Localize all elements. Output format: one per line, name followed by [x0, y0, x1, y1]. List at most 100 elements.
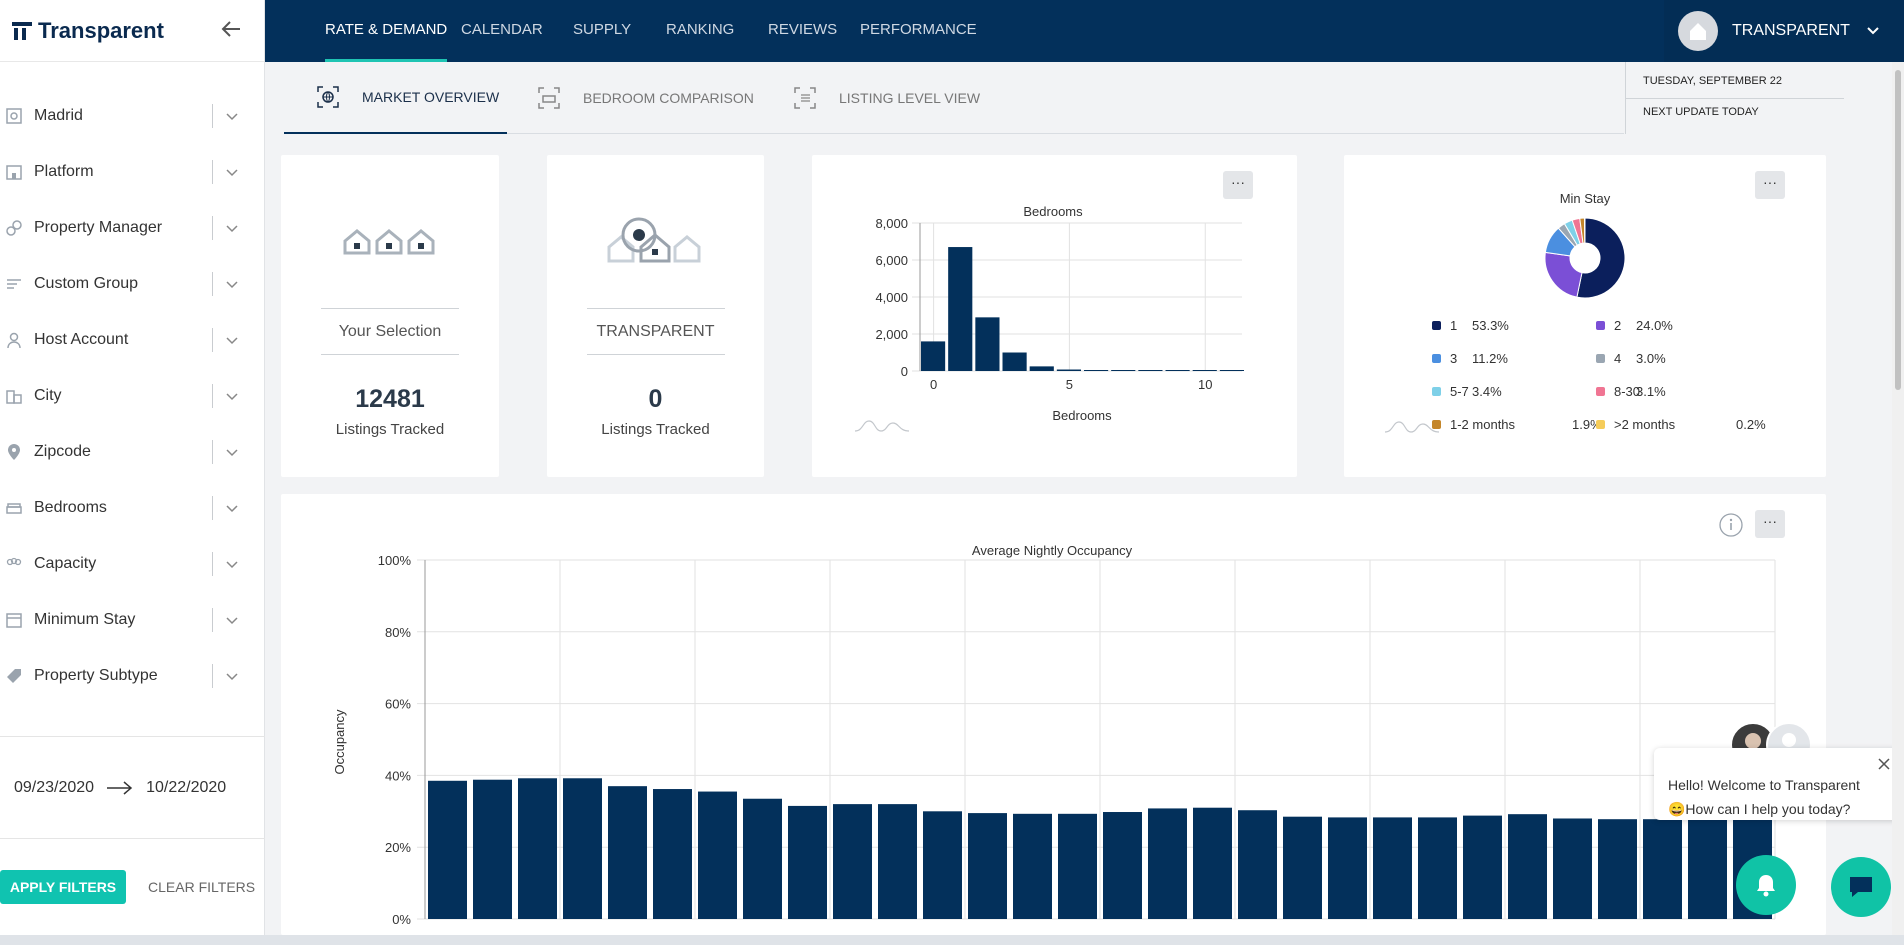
- bar: [1373, 817, 1412, 919]
- tag-icon: [4, 666, 24, 686]
- pie-slice: [1544, 251, 1583, 298]
- filter-label: Madrid: [34, 107, 83, 124]
- bar: [1192, 370, 1217, 371]
- filter-zipcode[interactable]: Zipcode: [0, 424, 265, 480]
- apply-filters-button[interactable]: APPLY FILTERS: [0, 870, 126, 904]
- filter-label: Bedrooms: [34, 499, 107, 516]
- bar: [1463, 815, 1502, 919]
- logo[interactable]: Transparent: [0, 0, 264, 62]
- nav-ranking[interactable]: RANKING: [666, 21, 735, 38]
- legend-item[interactable]: 5-7 3.4%: [1432, 384, 1502, 399]
- pie-slice: [1576, 217, 1626, 299]
- filter-host-account[interactable]: Host Account: [0, 312, 265, 368]
- chevron-down-icon[interactable]: [222, 442, 242, 462]
- filter-platform[interactable]: Platform: [0, 144, 265, 200]
- chevron-down-icon[interactable]: [222, 330, 242, 350]
- bar: [948, 247, 973, 371]
- chart-menu-button[interactable]: ···: [1755, 171, 1785, 199]
- list-icon: [4, 274, 24, 294]
- nav-rate-demand[interactable]: RATE & DEMAND: [325, 0, 448, 62]
- chart-menu-button[interactable]: ···: [1755, 510, 1785, 538]
- pin-icon: [4, 442, 24, 462]
- chevron-down-icon[interactable]: [222, 498, 242, 518]
- filter-property-subtype[interactable]: Property Subtype: [0, 648, 265, 704]
- filter-city[interactable]: City: [0, 368, 265, 424]
- bed-icon: [538, 87, 560, 109]
- open-chat-button[interactable]: [1831, 857, 1891, 917]
- chart-title: Min Stay: [1560, 191, 1611, 206]
- bar: [473, 779, 512, 919]
- listings-label: Listings Tracked: [335, 421, 445, 438]
- chevron-down-icon[interactable]: [222, 106, 242, 126]
- y-tick-label: 0%: [392, 912, 411, 927]
- chevron-down-icon[interactable]: [222, 274, 242, 294]
- filter-bedrooms[interactable]: Bedrooms: [0, 480, 265, 536]
- min-stay-pie-chart: Min Stay: [1544, 191, 1626, 299]
- tab-bedroom-comparison[interactable]: BEDROOM COMPARISON: [537, 62, 754, 134]
- filter-label: Property Subtype: [34, 667, 158, 684]
- filter-custom-group[interactable]: Custom Group: [0, 256, 265, 312]
- legend-label: >2 months: [1614, 417, 1676, 432]
- bar: [1111, 370, 1136, 371]
- nav-performance[interactable]: PERFORMANCE: [860, 21, 977, 38]
- chevron-down-icon[interactable]: [222, 162, 242, 182]
- page-scrollbar[interactable]: [1892, 62, 1904, 935]
- filter-minimum-stay[interactable]: Minimum Stay: [0, 592, 265, 648]
- nav-reviews[interactable]: REVIEWS: [768, 21, 838, 38]
- legend-label: 5-7: [1450, 384, 1469, 399]
- legend-label: 1: [1450, 318, 1458, 333]
- link-icon: [4, 218, 24, 238]
- legend-item[interactable]: 3 11.2%: [1432, 351, 1508, 366]
- chart-menu-button[interactable]: ···: [1223, 171, 1253, 199]
- date-range[interactable]: 09/23/2020 10/22/2020: [0, 736, 265, 838]
- y-tick-label: 80%: [385, 625, 411, 640]
- bar: [1598, 819, 1637, 919]
- date-start[interactable]: 09/23/2020: [14, 778, 95, 796]
- chevron-down-icon[interactable]: [222, 554, 242, 574]
- chevron-down-icon[interactable]: [222, 218, 242, 238]
- top-nav: RATE & DEMAND CALENDAR SUPPLY RANKING RE…: [265, 0, 1904, 62]
- bar: [878, 804, 917, 919]
- y-tick-label: 40%: [385, 768, 411, 783]
- city-icon: [4, 386, 24, 406]
- collapse-sidebar-icon[interactable]: [218, 18, 244, 44]
- building-icon: [4, 162, 24, 182]
- clear-filters-button[interactable]: CLEAR FILTERS: [148, 879, 256, 895]
- filter-capacity[interactable]: Capacity: [0, 536, 265, 592]
- sparkline-icon: [854, 420, 910, 432]
- filter-madrid[interactable]: Madrid: [0, 88, 265, 144]
- close-icon[interactable]: [1876, 756, 1892, 772]
- legend-item[interactable]: 4 3.0%: [1596, 351, 1666, 366]
- filter-label: Capacity: [34, 555, 97, 572]
- legend-item[interactable]: 1 53.3%: [1432, 318, 1509, 333]
- legend-value: 3.0%: [1636, 351, 1666, 366]
- filter-property-manager[interactable]: Property Manager: [0, 200, 265, 256]
- legend-item[interactable]: 2 24.0%: [1596, 318, 1673, 333]
- y-tick-label: 60%: [385, 697, 411, 712]
- chat-welcome-bubble[interactable]: Hello! Welcome to Transparent 😄How can I…: [1654, 748, 1900, 820]
- date-end[interactable]: 10/22/2020: [146, 778, 227, 796]
- bar: [968, 813, 1007, 919]
- tab-market-overview[interactable]: MARKET OVERVIEW: [284, 62, 507, 134]
- bar: [743, 798, 782, 919]
- chevron-down-icon[interactable]: [1866, 24, 1880, 38]
- chevron-down-icon[interactable]: [222, 386, 242, 406]
- bar: [1056, 369, 1081, 371]
- nav-supply[interactable]: SUPPLY: [573, 21, 632, 38]
- bar: [1508, 814, 1547, 919]
- legend-item[interactable]: 1-2 months 1.9%: [1432, 417, 1602, 432]
- transparent-card: TRANSPARENT 0 Listings Tracked: [547, 155, 764, 477]
- tab-listing-level-view[interactable]: LISTING LEVEL VIEW: [793, 62, 980, 134]
- sparkline-icon: [1384, 421, 1440, 433]
- legend-item[interactable]: 8-30 3.1%: [1596, 384, 1666, 399]
- bar: [1553, 818, 1592, 919]
- notifications-bell-button[interactable]: [1736, 855, 1796, 915]
- legend-item[interactable]: >2 months 0.2%: [1596, 417, 1766, 432]
- chevron-down-icon[interactable]: [222, 610, 242, 630]
- chevron-down-icon[interactable]: [222, 666, 242, 686]
- bar: [1002, 352, 1027, 371]
- bar: [428, 780, 467, 919]
- nav-calendar[interactable]: CALENDAR: [461, 21, 543, 38]
- info-icon[interactable]: [1718, 512, 1744, 538]
- user-menu[interactable]: TRANSPARENT: [1664, 0, 1904, 62]
